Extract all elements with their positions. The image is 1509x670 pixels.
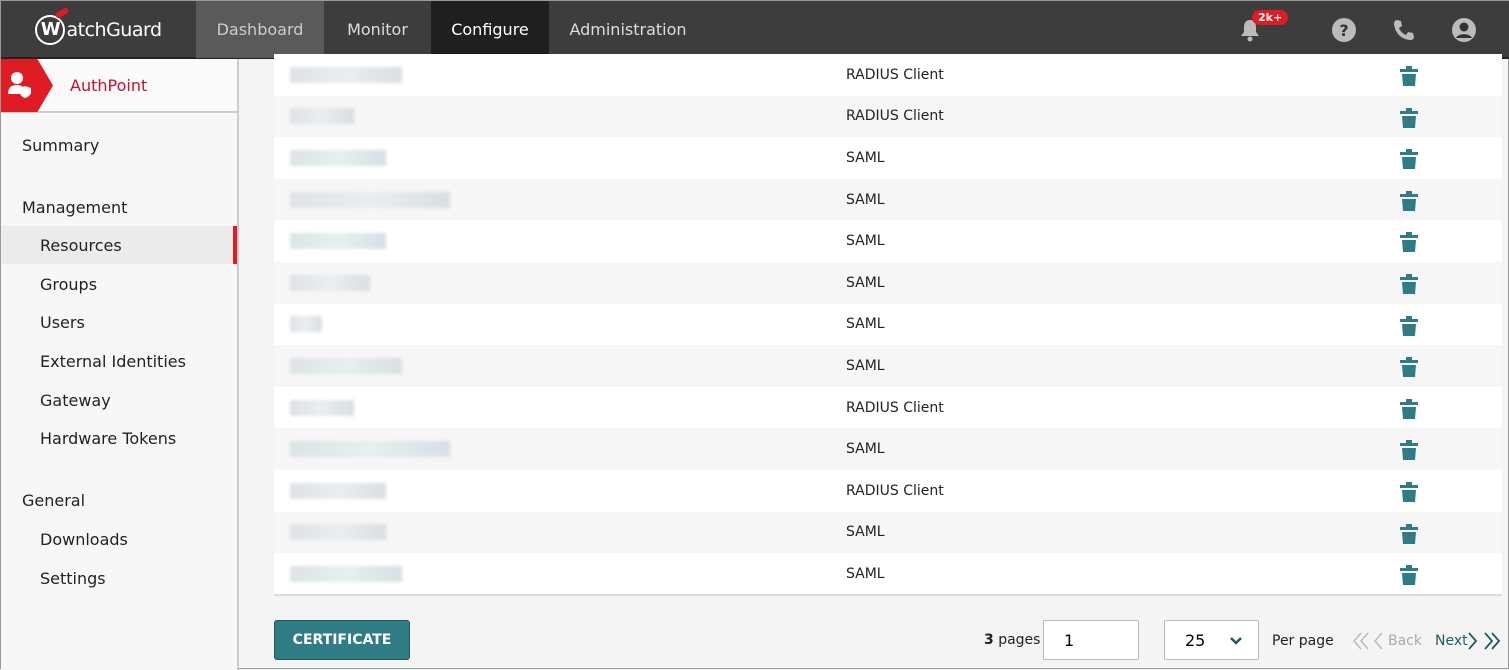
nav-administration[interactable]: Administration bbox=[569, 20, 687, 39]
pages-label: pages bbox=[998, 632, 1041, 648]
table-row[interactable]: RADIUS Client bbox=[274, 469, 1502, 512]
trash-icon[interactable] bbox=[1400, 565, 1418, 586]
chevron-down-icon bbox=[1230, 637, 1242, 645]
sidebar-item-hardware-tokens[interactable]: Hardware Tokens bbox=[40, 428, 177, 448]
back-chevron-icon[interactable] bbox=[1371, 631, 1385, 651]
redacted-name bbox=[290, 482, 386, 499]
next-button[interactable]: Next bbox=[1435, 633, 1468, 649]
resource-type: RADIUS Client bbox=[846, 108, 944, 125]
table-row[interactable]: SAML bbox=[274, 303, 1502, 346]
sidebar-heading-general: General bbox=[22, 490, 86, 510]
trash-icon[interactable] bbox=[1400, 315, 1418, 336]
sidebar-item-resources[interactable]: Resources bbox=[1, 226, 237, 264]
trash-icon[interactable] bbox=[1400, 273, 1418, 294]
resource-type: SAML bbox=[846, 441, 885, 458]
bell-icon[interactable] bbox=[1237, 17, 1263, 43]
notification-badge: 2k+ bbox=[1252, 10, 1289, 25]
trash-icon[interactable] bbox=[1400, 481, 1418, 502]
table-row[interactable]: SAML bbox=[274, 220, 1502, 262]
redacted-name bbox=[290, 357, 402, 374]
sidebar-item-gateway[interactable]: Gateway bbox=[40, 390, 111, 410]
table-row[interactable]: SAML bbox=[274, 261, 1502, 304]
resource-type: SAML bbox=[846, 357, 885, 374]
trash-icon[interactable] bbox=[1400, 66, 1418, 86]
help-icon[interactable]: ? bbox=[1331, 17, 1357, 43]
svg-text:?: ? bbox=[1339, 21, 1348, 40]
per-page-label: Per page bbox=[1272, 633, 1334, 649]
sidebar-item-users[interactable]: Users bbox=[40, 312, 85, 332]
authpoint-header[interactable]: AuthPoint bbox=[1, 59, 237, 113]
redacted-name bbox=[290, 399, 354, 416]
redacted-name bbox=[290, 441, 450, 458]
redacted-name bbox=[290, 565, 402, 582]
table-row[interactable]: RADIUS Client bbox=[274, 54, 1502, 96]
resource-type: RADIUS Client bbox=[846, 399, 944, 416]
table-row[interactable]: SAML bbox=[274, 345, 1502, 387]
resource-type: SAML bbox=[846, 233, 885, 250]
redacted-name bbox=[290, 274, 370, 291]
trash-icon[interactable] bbox=[1400, 107, 1418, 128]
resource-type: RADIUS Client bbox=[846, 482, 944, 499]
nav-configure[interactable]: Configure bbox=[431, 1, 549, 58]
back-button[interactable]: Back bbox=[1388, 633, 1422, 649]
pages-count: 3 pages bbox=[984, 632, 1040, 648]
sidebar-item-settings[interactable]: Settings bbox=[40, 568, 106, 588]
trash-icon[interactable] bbox=[1400, 190, 1418, 211]
sidebar-heading-management: Management bbox=[22, 197, 128, 217]
resource-type: SAML bbox=[846, 149, 885, 166]
resource-type: SAML bbox=[846, 524, 885, 541]
next-chevron-icon[interactable] bbox=[1466, 631, 1480, 651]
redacted-name bbox=[290, 108, 354, 125]
table-row[interactable]: SAML bbox=[274, 137, 1502, 179]
per-page-value: 25 bbox=[1185, 630, 1206, 650]
redacted-name bbox=[290, 149, 386, 166]
nav-dashboard[interactable]: Dashboard bbox=[196, 1, 324, 58]
trash-icon[interactable] bbox=[1400, 357, 1418, 378]
last-page-icon[interactable] bbox=[1482, 631, 1502, 651]
user-account-icon[interactable] bbox=[1451, 17, 1477, 43]
pages-number: 3 bbox=[984, 632, 994, 648]
trash-icon[interactable] bbox=[1400, 149, 1418, 170]
page-number-input[interactable]: 1 bbox=[1043, 620, 1139, 660]
trash-icon[interactable] bbox=[1400, 398, 1418, 419]
certificate-button[interactable]: CERTIFICATE bbox=[274, 620, 410, 660]
trash-icon[interactable] bbox=[1400, 523, 1418, 544]
table-row[interactable]: SAML bbox=[274, 553, 1502, 595]
per-page-select[interactable]: 25 bbox=[1164, 620, 1259, 660]
redacted-name bbox=[290, 524, 386, 541]
trash-icon[interactable] bbox=[1400, 232, 1418, 253]
table-row[interactable]: RADIUS Client bbox=[274, 386, 1502, 429]
redacted-name bbox=[290, 233, 386, 250]
table-row[interactable]: SAML bbox=[274, 511, 1502, 554]
resource-type: SAML bbox=[846, 565, 885, 582]
trash-icon[interactable] bbox=[1400, 440, 1418, 461]
resources-table: RADIUS Client RADIUS Client SAML SAML SA… bbox=[274, 54, 1502, 595]
redacted-name bbox=[290, 316, 322, 333]
authpoint-label: AuthPoint bbox=[70, 75, 148, 95]
table-row[interactable]: SAML bbox=[274, 428, 1502, 470]
authpoint-icon bbox=[1, 59, 53, 112]
resource-type: SAML bbox=[846, 274, 885, 291]
resource-type: SAML bbox=[846, 191, 885, 208]
sidebar-item-downloads[interactable]: Downloads bbox=[40, 529, 128, 549]
phone-icon[interactable] bbox=[1391, 17, 1417, 43]
sidebar-item-summary[interactable]: Summary bbox=[22, 135, 100, 155]
resource-type: SAML bbox=[846, 316, 885, 333]
sidebar-item-groups[interactable]: Groups bbox=[40, 274, 98, 294]
table-row[interactable]: RADIUS Client bbox=[274, 95, 1502, 138]
redacted-name bbox=[290, 66, 402, 83]
table-divider bbox=[274, 594, 1502, 596]
sidebar-item-external-identities[interactable]: External Identities bbox=[40, 351, 186, 371]
nav-monitor[interactable]: Monitor bbox=[347, 20, 408, 39]
first-page-icon[interactable] bbox=[1351, 631, 1371, 651]
redacted-name bbox=[290, 191, 450, 208]
table-row[interactable]: SAML bbox=[274, 178, 1502, 221]
sidebar: AuthPoint Summary Management Resources G… bbox=[1, 59, 239, 670]
resource-type: RADIUS Client bbox=[846, 66, 944, 83]
